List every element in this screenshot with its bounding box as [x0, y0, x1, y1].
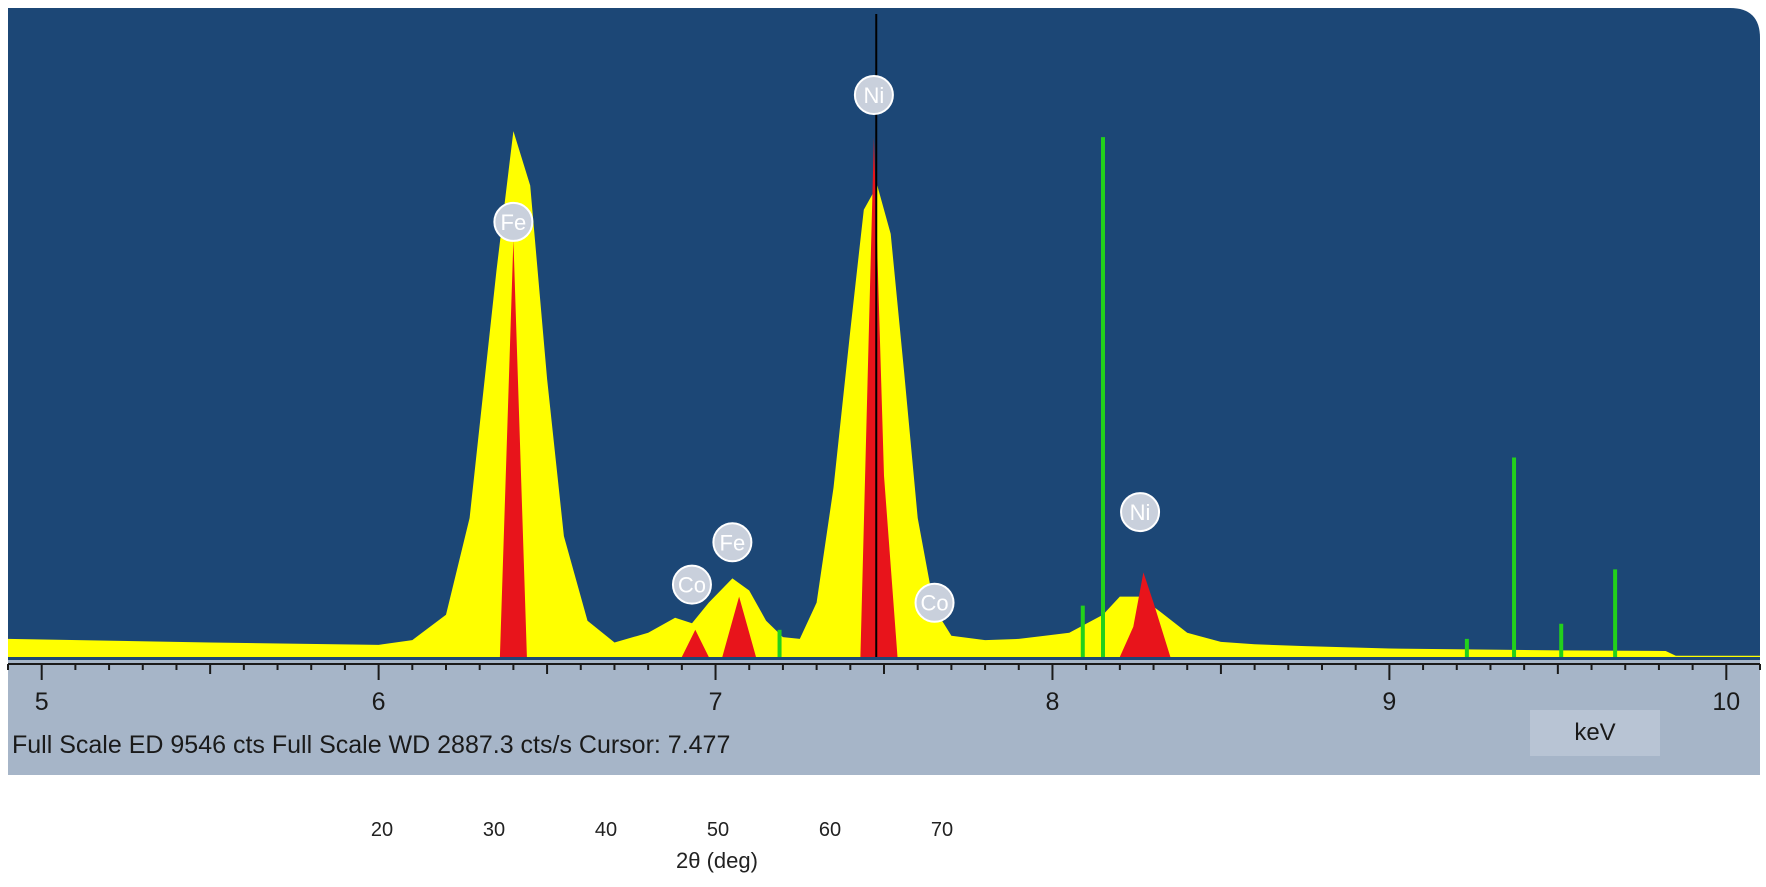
- marker-bubble: [671, 564, 712, 605]
- status-readout: Full Scale ED 9546 cts Full Scale WD 288…: [12, 731, 730, 759]
- element-marker[interactable]: Fe: [493, 201, 534, 242]
- secondary-tick-label: 60: [819, 819, 841, 841]
- peak-overlay-area: [8, 137, 1760, 657]
- secondary-tick-label: 50: [707, 819, 729, 841]
- energy-axis-band: [8, 660, 1760, 775]
- x-axis-unit-label: keV: [1574, 719, 1615, 746]
- element-marker[interactable]: Co: [671, 564, 712, 605]
- marker-label: Co: [678, 573, 706, 598]
- x-tick-label: 7: [709, 688, 723, 716]
- secondary-axis-label: 2θ (deg): [676, 848, 758, 873]
- secondary-tick-label: 20: [371, 819, 393, 841]
- element-marker[interactable]: Fe: [712, 522, 753, 563]
- marker-bubble: [712, 522, 753, 563]
- element-marker[interactable]: Co: [914, 582, 955, 623]
- element-markers-layer: Fe Co Fe Ni Co Ni: [493, 75, 1161, 623]
- marker-label: Ni: [864, 83, 885, 108]
- secondary-tick-label: 30: [483, 819, 505, 841]
- marker-bubble: [493, 201, 534, 242]
- secondary-axis-ticks: 20 30 40 50 60 70: [371, 819, 953, 841]
- marker-bubble: [1120, 492, 1161, 533]
- x-tick-label: 10: [1712, 688, 1740, 716]
- marker-bubble: [853, 75, 894, 116]
- marker-bubble: [914, 582, 955, 623]
- x-tick-label: 8: [1046, 688, 1060, 716]
- x-tick-label: 9: [1382, 688, 1396, 716]
- peak-overlay-layer: [8, 137, 1760, 657]
- x-tick-label: 6: [372, 688, 386, 716]
- secondary-tick-label: 40: [595, 819, 617, 841]
- ed-spectrum-layer: [8, 131, 1760, 658]
- ed-spectrum-area: [8, 131, 1760, 658]
- secondary-tick-label: 70: [931, 819, 953, 841]
- marker-label: Fe: [501, 210, 527, 235]
- element-marker[interactable]: Ni: [1120, 492, 1161, 533]
- element-marker[interactable]: Ni: [853, 75, 894, 116]
- marker-label: Co: [920, 591, 948, 616]
- unit-label-box: [1530, 710, 1660, 756]
- x-tick-label: 5: [35, 688, 49, 716]
- x-axis-ticks: 5 6 7 8 9 10: [7, 664, 1761, 716]
- marker-label: Ni: [1130, 500, 1151, 525]
- marker-label: Fe: [720, 530, 746, 555]
- wd-lines-layer: [777, 137, 1618, 657]
